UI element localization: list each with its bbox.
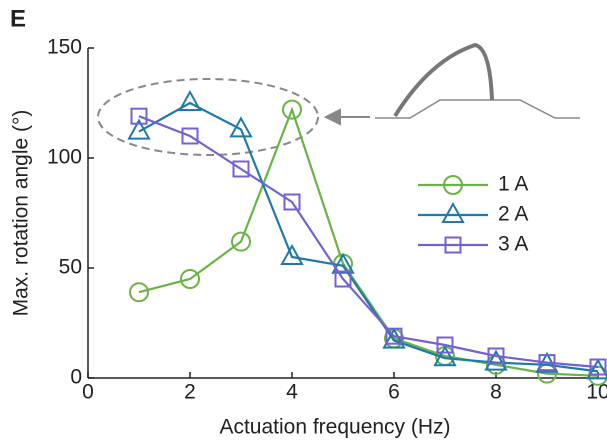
marker bbox=[444, 236, 462, 254]
x-tick-label: 6 bbox=[388, 381, 400, 404]
marker bbox=[130, 107, 148, 125]
x-tick-label: 0 bbox=[82, 381, 94, 404]
marker bbox=[232, 160, 250, 178]
marker bbox=[487, 347, 505, 365]
legend-label: 1 A bbox=[498, 173, 528, 196]
x-tick-label: 10 bbox=[586, 381, 607, 404]
marker bbox=[385, 327, 403, 345]
marker bbox=[441, 201, 465, 223]
marker bbox=[443, 175, 463, 195]
x-tick-label: 4 bbox=[286, 381, 298, 404]
marker bbox=[331, 252, 355, 274]
highlight-ellipse bbox=[97, 78, 319, 156]
marker bbox=[283, 193, 301, 211]
y-tick-label: 50 bbox=[59, 256, 82, 279]
y-tick-label: 100 bbox=[47, 146, 82, 169]
series-line bbox=[138, 115, 599, 369]
x-tick-label: 8 bbox=[490, 381, 502, 404]
series-line bbox=[138, 106, 599, 377]
marker bbox=[181, 127, 199, 145]
marker bbox=[382, 327, 406, 349]
y-tick-label: 0 bbox=[70, 366, 82, 389]
marker bbox=[129, 282, 149, 303]
series-line bbox=[138, 101, 599, 373]
inset-icon bbox=[323, 42, 580, 126]
marker bbox=[433, 345, 457, 367]
marker bbox=[178, 89, 202, 111]
marker bbox=[280, 243, 304, 265]
marker bbox=[484, 349, 508, 371]
marker bbox=[127, 118, 151, 140]
marker bbox=[229, 116, 253, 138]
marker bbox=[334, 270, 352, 288]
marker bbox=[231, 231, 251, 252]
panel-label: E bbox=[10, 5, 26, 32]
legend-label: 2 A bbox=[498, 203, 528, 226]
marker bbox=[436, 336, 454, 354]
marker bbox=[586, 358, 607, 380]
x-axis-label: Actuation frequency (Hz) bbox=[219, 416, 450, 439]
y-axis-label: Max. rotation angle (°) bbox=[10, 110, 33, 317]
marker bbox=[589, 358, 607, 376]
legend-label: 3 A bbox=[498, 233, 528, 256]
marker bbox=[180, 269, 200, 289]
marker bbox=[282, 99, 302, 120]
marker bbox=[538, 354, 556, 372]
x-tick-label: 2 bbox=[184, 381, 196, 404]
y-tick-label: 150 bbox=[47, 36, 82, 59]
